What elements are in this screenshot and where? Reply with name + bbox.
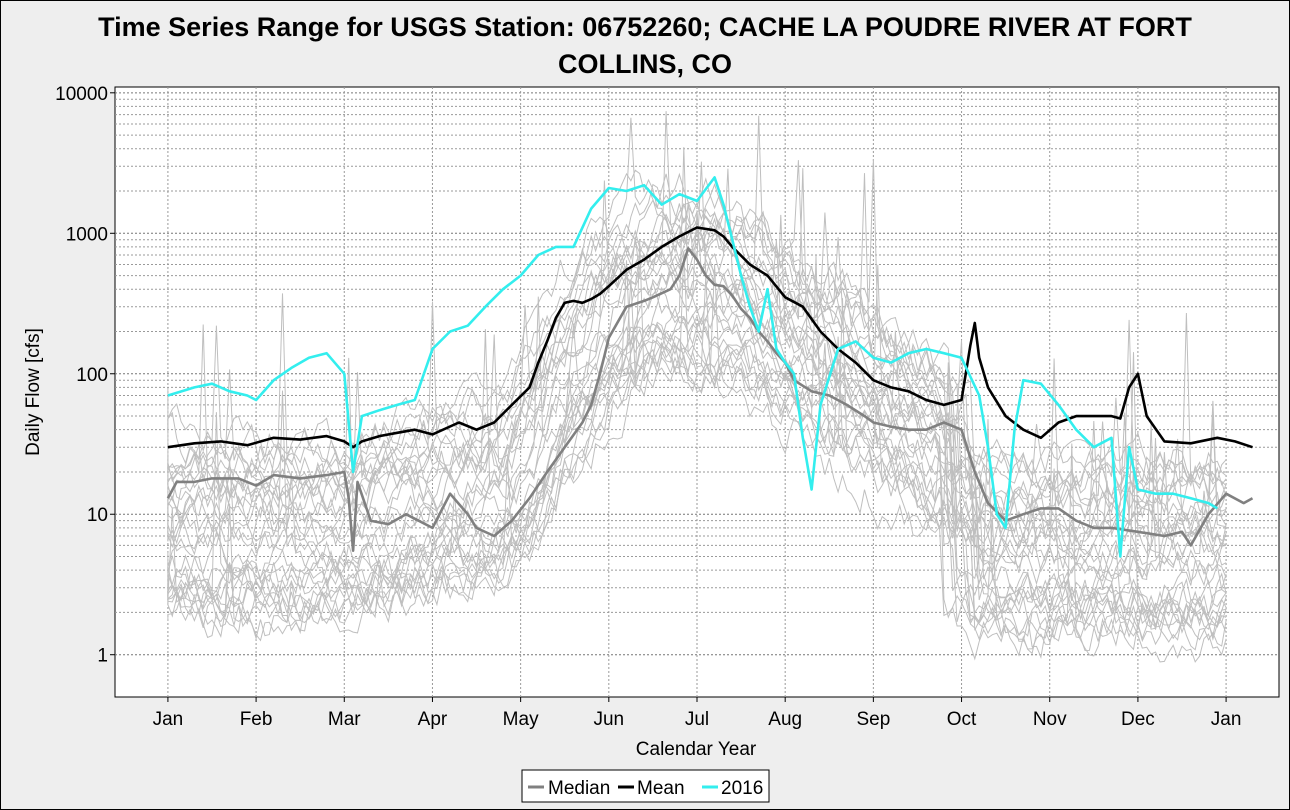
- y-tick-label: 1000: [66, 224, 108, 245]
- series-layer: [166, 176, 1254, 558]
- y-tick-label: 1: [97, 646, 108, 667]
- background-trace: [167, 217, 1227, 528]
- background-trace: [167, 251, 1227, 643]
- x-tick-label: Nov: [1033, 709, 1067, 730]
- legend-label-mean: Mean: [637, 778, 685, 799]
- background-trace: [167, 160, 1227, 488]
- background-trace: [167, 180, 1227, 556]
- y-tick-label: 100: [76, 365, 108, 386]
- background-trace: [167, 279, 1227, 616]
- x-tick-label: Jan: [1211, 709, 1242, 730]
- chart-title-line-1: Time Series Range for USGS Station: 0675…: [98, 12, 1192, 42]
- x-axis-label: Calendar Year: [636, 739, 757, 760]
- x-tick-label: Apr: [418, 709, 448, 730]
- background-trace: [167, 168, 1227, 566]
- background-trace: [167, 353, 1227, 663]
- x-tick-label: Feb: [240, 709, 273, 730]
- background-trace: [167, 117, 1227, 496]
- x-tick-label: Jan: [153, 709, 184, 730]
- x-tick-label: Sep: [856, 709, 890, 730]
- background-trace: [167, 177, 1227, 490]
- background-trace: [167, 264, 1227, 651]
- x-tick-label: Dec: [1121, 709, 1155, 730]
- x-tick-label: May: [503, 709, 539, 730]
- x-tick-label: Oct: [947, 709, 977, 730]
- background-trace: [167, 214, 1227, 570]
- x-tick-label: Jul: [685, 709, 709, 730]
- chart-title-line-2: COLLINS, CO: [558, 49, 732, 79]
- tick-layer: 1 10 100 1000 10000 Jan Feb Mar Apr May Jun Jul Aug S…: [55, 84, 1241, 730]
- series-line-mean: [167, 226, 1253, 449]
- y-axis-label: Daily Flow [cfs]: [23, 328, 44, 456]
- x-tick-label: Jun: [593, 709, 624, 730]
- series-line-median: [166, 247, 1254, 553]
- background-trace: [167, 323, 1227, 627]
- background-trace: [167, 327, 1227, 634]
- x-tick-label: Mar: [328, 709, 361, 730]
- background-trace: [167, 240, 1227, 650]
- background-trace: [167, 340, 1227, 651]
- background-traces: [167, 111, 1227, 663]
- legend-label-median: Median: [548, 778, 610, 799]
- legend-items: Median Mean 2016: [528, 778, 763, 799]
- legend: Median Mean 2016: [521, 769, 770, 803]
- x-tick-label: Aug: [768, 709, 802, 730]
- background-trace: [167, 269, 1227, 581]
- legend-box: [521, 769, 770, 803]
- series-line-2016: [167, 176, 1218, 558]
- background-trace: [167, 111, 1227, 532]
- y-tick-label: 10: [87, 505, 108, 526]
- y-tick-label: 10000: [55, 84, 108, 105]
- background-trace: [167, 260, 1227, 640]
- background-trace: [167, 255, 1227, 660]
- legend-label-2016: 2016: [721, 778, 763, 799]
